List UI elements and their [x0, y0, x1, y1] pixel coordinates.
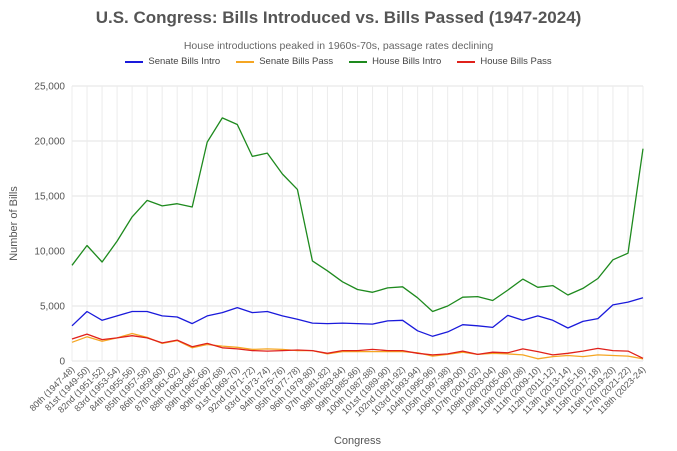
legend-label-house-intro: House Bills Intro	[372, 56, 442, 67]
legend-item-senate-pass[interactable]: Senate Bills Pass	[236, 56, 333, 67]
legend-swatch-senate-intro	[125, 60, 144, 63]
y-tick-label: 10,000	[34, 247, 65, 258]
series-line-house-bills-pass	[71, 333, 644, 359]
y-tick-label: 15,000	[34, 192, 65, 203]
y-tick-label: 5,000	[40, 302, 65, 313]
series-line-senate-bills-intro	[71, 297, 644, 337]
y-tick-label: 20,000	[34, 137, 65, 148]
legend-item-senate-intro[interactable]: Senate Bills Intro	[125, 56, 220, 67]
legend-label-senate-intro: Senate Bills Intro	[148, 56, 221, 67]
x-axis-title: Congress	[334, 435, 382, 447]
legend-swatch-house-intro	[349, 60, 368, 63]
y-tick-label: 25,000	[34, 82, 65, 93]
legend-item-house-pass[interactable]: House Bills Pass	[457, 56, 552, 67]
chart-title: U.S. Congress: Bills Introduced vs. Bill…	[95, 8, 582, 27]
y-axis-title: Number of Bills	[8, 186, 20, 261]
legend-item-house-intro[interactable]: House Bills Intro	[349, 56, 441, 67]
legend-label-house-pass: House Bills Pass	[480, 56, 552, 67]
legend: Senate Bills Intro Senate Bills Pass Hou…	[0, 56, 677, 67]
legend-swatch-house-pass	[457, 60, 476, 63]
chart-subtitle: House introductions peaked in 1960s-70s,…	[183, 40, 494, 52]
y-tick-label: 0	[59, 357, 65, 368]
legend-swatch-senate-pass	[236, 60, 255, 63]
legend-label-senate-pass: Senate Bills Pass	[259, 56, 334, 67]
series-line-house-bills-intro	[71, 117, 644, 313]
